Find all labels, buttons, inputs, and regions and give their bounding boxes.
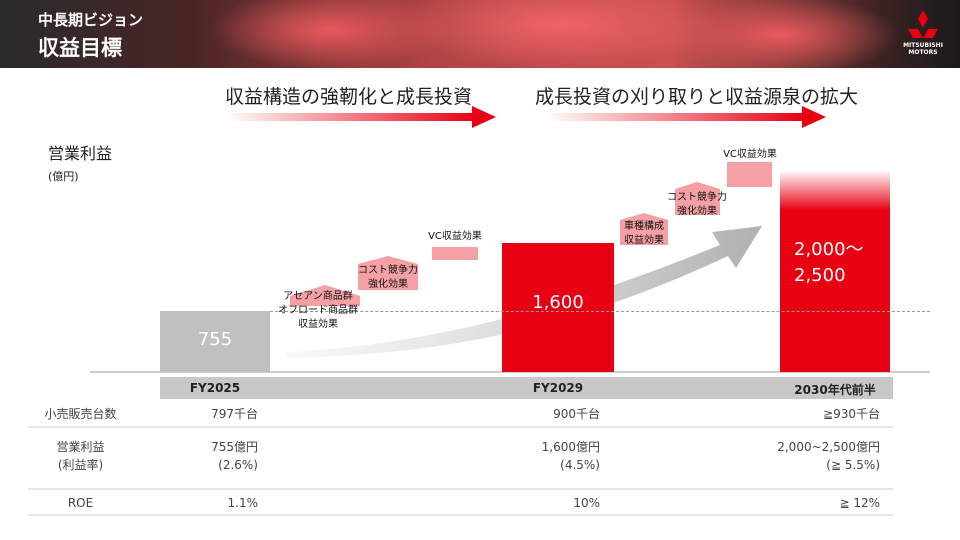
table-cell: 900千台 bbox=[553, 407, 600, 421]
effect-label: コスト競争力 強化効果 bbox=[358, 265, 418, 290]
effect-label: 車種構成 収益効果 bbox=[624, 221, 664, 246]
table-cell: ≧ 12% bbox=[839, 496, 880, 510]
effect-shape bbox=[432, 247, 478, 260]
effect-shape bbox=[358, 256, 418, 290]
table-cell: ≧930千台 bbox=[823, 407, 880, 421]
logo-text: MITSUBISHI MOTORS bbox=[903, 42, 943, 56]
effect-label: VC収益効果 bbox=[428, 231, 482, 242]
reference-line bbox=[270, 310, 930, 312]
effect-shape bbox=[727, 162, 772, 187]
table-cell: 1,600億円 (4.5%) bbox=[541, 440, 600, 472]
bar bbox=[160, 310, 270, 372]
effect-shape bbox=[620, 213, 668, 245]
value-label: 755 bbox=[197, 329, 233, 351]
effect-label: VC収益効果 bbox=[723, 149, 777, 160]
phase-arrowhead bbox=[802, 106, 826, 128]
table-cell: 10% bbox=[573, 496, 600, 510]
value-label: 2,000〜 2,500 bbox=[794, 238, 864, 286]
category-label: 2030年代前半 bbox=[794, 383, 876, 397]
value-label: 1,600 bbox=[532, 291, 584, 313]
table-cell: 2,000~2,500億円 (≧ 5.5%) bbox=[777, 440, 880, 472]
phase-arrow bbox=[545, 113, 805, 121]
header-subtitle: 収益目標 bbox=[38, 36, 122, 60]
phase-label: 成長投資の刈り取りと収益源泉の拡大 bbox=[535, 86, 859, 108]
effect-label: アセアン商品群 オフロード商品群 収益効果 bbox=[278, 291, 358, 330]
effect-label: コスト競争力 強化効果 bbox=[667, 192, 727, 217]
logo-mark bbox=[908, 10, 938, 38]
row-label: 小売販売台数 bbox=[44, 407, 117, 421]
phase-arrow bbox=[225, 113, 475, 121]
row-label: 営業利益 (利益率) bbox=[56, 440, 105, 472]
effect-shape bbox=[675, 182, 720, 215]
table-cell: 755億円 (2.6%) bbox=[211, 440, 258, 472]
y-axis-unit: (億円) bbox=[48, 170, 79, 183]
table-cell: 1.1% bbox=[227, 496, 259, 510]
phase-label: 収益構造の強靭化と成長投資 bbox=[225, 86, 473, 108]
table-cell: 797千台 bbox=[211, 407, 258, 421]
phase-arrowhead bbox=[472, 106, 496, 128]
bar bbox=[780, 170, 890, 372]
category-label: FY2025 bbox=[189, 381, 241, 395]
header-title: 中長期ビジョン bbox=[38, 11, 144, 29]
header-band bbox=[0, 0, 960, 68]
row-label: ROE bbox=[67, 496, 94, 510]
bar bbox=[502, 242, 614, 372]
category-label: FY2029 bbox=[532, 381, 584, 395]
y-axis-label: 営業利益 bbox=[48, 144, 113, 163]
table-header-band bbox=[160, 377, 893, 399]
effect-shape bbox=[290, 285, 360, 306]
